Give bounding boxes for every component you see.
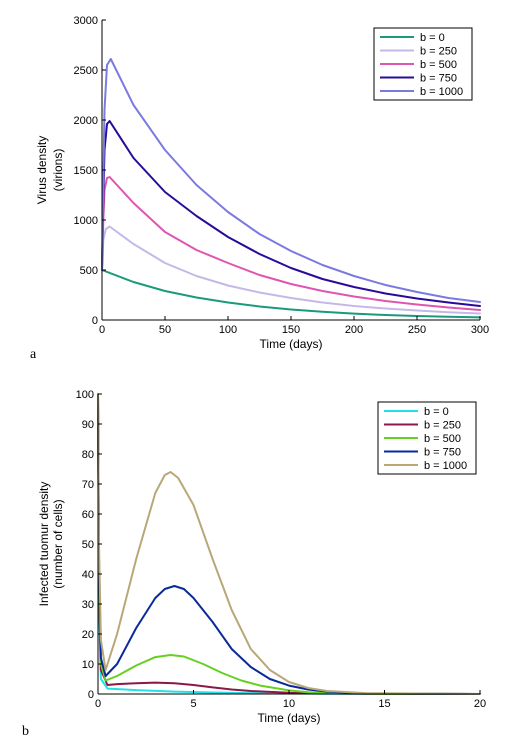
y-tick-label: 1000 — [74, 215, 98, 227]
panel-label: b — [22, 724, 29, 739]
y-tick-label: 2500 — [74, 65, 98, 77]
y-tick-label: 60 — [82, 509, 94, 521]
y-tick-label: 100 — [76, 389, 94, 401]
legend-label-2: b = 500 — [424, 433, 461, 445]
legend-label-3: b = 750 — [424, 447, 461, 459]
chart-panel-b: 0 5 10 15 20 0 10 20 30 40 50 60 70 80 90 100 Time (days… — [22, 389, 486, 739]
y-tick-label: 70 — [82, 479, 94, 491]
series-line-2 — [101, 176, 481, 311]
x-tick-label: 5 — [190, 698, 196, 710]
y-tick-label: 10 — [82, 659, 94, 671]
x-tick-label: 0 — [99, 324, 105, 336]
series-line-4 — [97, 393, 481, 695]
y-tick-label: 90 — [82, 419, 94, 431]
legend-label-3: b = 750 — [420, 73, 457, 85]
legend-label-1: b = 250 — [424, 420, 461, 432]
series-line-2 — [97, 393, 481, 695]
y-axis-label-line: (number of cells) — [51, 499, 65, 588]
y-tick-label: 0 — [88, 689, 94, 701]
y-tick-label: 30 — [82, 599, 94, 611]
x-tick-label: 250 — [408, 324, 426, 336]
y-tick-label: 500 — [80, 265, 98, 277]
series-line-3 — [101, 120, 481, 307]
x-tick-label: 300 — [471, 324, 489, 336]
x-tick-label: 200 — [345, 324, 363, 336]
legend-label-0: b = 0 — [424, 406, 449, 418]
y-tick-label: 50 — [82, 539, 94, 551]
legend-label-2: b = 500 — [420, 59, 457, 71]
chart-panel-a: 0 50 100 150 200 250 3000500100015002000250030… — [30, 15, 489, 362]
y-tick-label: 0 — [92, 315, 98, 327]
panel-label: a — [30, 347, 37, 362]
y-tick-label: 40 — [82, 569, 94, 581]
y-axis-label-line: (virions) — [51, 149, 65, 192]
x-tick-label: 50 — [159, 324, 171, 336]
y-tick-label: 80 — [82, 449, 94, 461]
y-axis-label-line: Virus density — [35, 136, 49, 204]
legend-label-4: b = 1000 — [424, 460, 467, 472]
x-tick-label: 150 — [282, 324, 300, 336]
series-line-3 — [97, 393, 481, 695]
series-line-4 — [101, 58, 481, 303]
x-tick-label: 0 — [95, 698, 101, 710]
x-axis-label: Time (days) — [260, 337, 323, 351]
y-tick-label: 1500 — [74, 165, 98, 177]
x-tick-label: 15 — [378, 698, 390, 710]
legend-label-1: b = 250 — [420, 46, 457, 58]
x-tick-label: 100 — [219, 324, 237, 336]
y-tick-label: 3000 — [74, 15, 98, 27]
y-axis-label-line: Infected tuomur density — [37, 482, 51, 607]
legend-label-4: b = 1000 — [420, 86, 463, 98]
x-axis-label: Time (days) — [258, 711, 321, 725]
y-tick-label: 20 — [82, 629, 94, 641]
x-tick-label: 10 — [283, 698, 295, 710]
legend-label-0: b = 0 — [420, 32, 445, 44]
series-line-1 — [101, 225, 481, 315]
y-tick-label: 2000 — [74, 115, 98, 127]
x-tick-label: 20 — [474, 698, 486, 710]
